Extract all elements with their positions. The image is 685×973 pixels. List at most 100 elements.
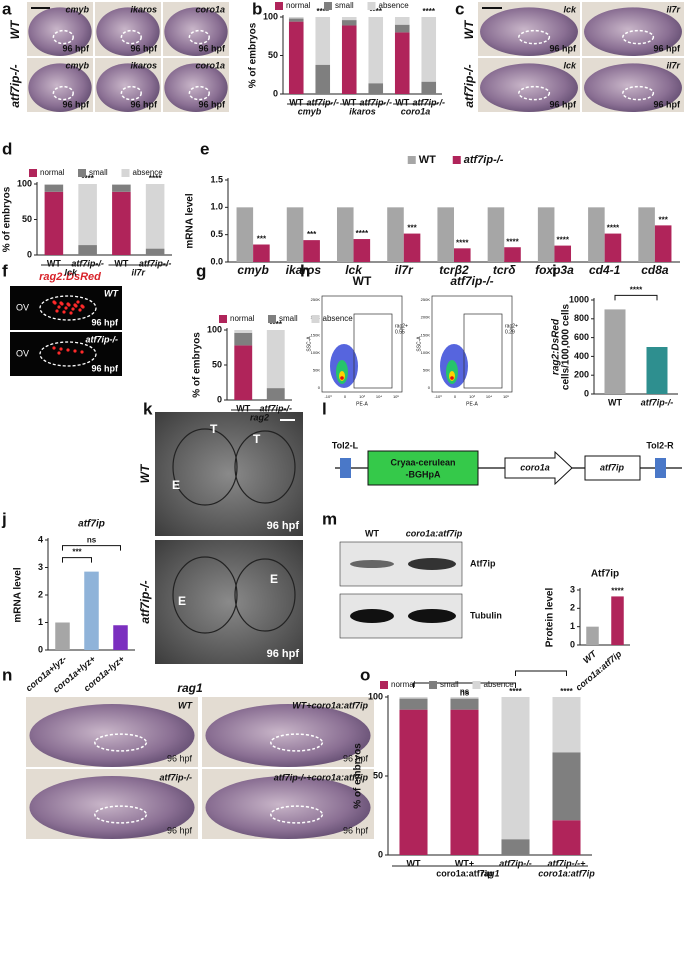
thymus-outline <box>270 805 324 824</box>
legend-label: absence <box>133 168 164 177</box>
y-tick-label: 4 <box>38 534 43 544</box>
x-tick-label: foxp3a <box>535 263 574 277</box>
bar <box>450 698 479 710</box>
thymus-outline <box>270 733 324 752</box>
x-tick-label: tcrβ2 <box>439 263 469 277</box>
significance-label: **** <box>506 237 519 246</box>
x-tick-label: coro1a:atf7ip <box>574 648 624 692</box>
y-tick-label: 0 <box>217 394 222 404</box>
x-tick-label: WT <box>47 258 61 268</box>
bar <box>611 596 624 645</box>
bar <box>112 184 131 185</box>
bar <box>399 709 428 855</box>
y-tick-label: 600 <box>574 332 589 342</box>
bar <box>78 245 97 255</box>
promoter-arrow <box>504 450 573 486</box>
x-tick-label: cmyb <box>237 263 268 277</box>
fluorescent-cell <box>71 307 75 311</box>
significance-label: **** <box>270 320 283 329</box>
condition-label: WT <box>178 700 193 710</box>
bar <box>145 184 165 249</box>
band <box>350 609 394 623</box>
fluorescent-cell <box>80 350 84 354</box>
y-tick-label: 0 <box>378 849 383 859</box>
group-label: ikaros <box>349 106 376 116</box>
gene-label: il7r <box>666 60 680 70</box>
comparison-bracket <box>62 557 92 563</box>
y-tick-label: 0.0 <box>210 256 223 266</box>
axis-label: PE-A <box>466 401 478 407</box>
y-tick-label: 800 <box>574 313 589 323</box>
x-tick-label: WT <box>581 648 599 666</box>
band <box>408 558 456 570</box>
y-tick-label: 100 <box>17 178 32 188</box>
tick-label: 150K <box>421 332 431 337</box>
significance-label: *** <box>659 215 669 224</box>
element-label: Tol2-R <box>646 440 674 450</box>
cell-outline <box>172 428 238 506</box>
x-tick-label: WT <box>608 397 622 407</box>
bar <box>341 20 357 26</box>
bar <box>487 207 505 262</box>
y-tick-label: 0.5 <box>210 229 223 239</box>
region-label: OV <box>16 348 29 358</box>
legend-label: WT <box>419 154 436 166</box>
thymus-outline <box>120 85 142 101</box>
x-tick-label: coro1a:atf7ip <box>436 868 493 878</box>
x-tick-label: lck <box>345 263 363 277</box>
region-label: OV <box>16 302 29 312</box>
y-axis-label: % of embryos <box>2 186 13 252</box>
y-tick-label: 400 <box>574 351 589 361</box>
bar <box>399 698 428 710</box>
significance-label: **** <box>611 587 624 596</box>
bar <box>450 697 479 699</box>
stage-label: 96 hpf <box>267 520 300 532</box>
cell-mark: T <box>253 432 261 446</box>
fluorescent-cell <box>52 346 56 350</box>
significance-label: **** <box>607 224 620 233</box>
y-tick-label: 1 <box>570 621 575 631</box>
legend-label: small <box>279 314 298 323</box>
cell-mark: E <box>172 478 180 492</box>
y-tick-label: 50 <box>268 50 278 60</box>
bar <box>387 207 404 262</box>
y-tick-label: 0 <box>584 388 589 398</box>
thymus-outline <box>52 85 74 101</box>
fluorescent-cell <box>64 306 68 310</box>
tol2-right <box>655 458 666 478</box>
row-label: atf7ip-/- <box>462 64 476 107</box>
fluorescent-cell <box>69 311 73 315</box>
legend-swatch <box>380 681 388 689</box>
row-label: atf7ip-/- <box>8 64 22 107</box>
cell-outline <box>234 558 296 632</box>
bar <box>234 330 253 333</box>
stage-label: 96 hpf <box>62 99 90 109</box>
panel-label: i <box>552 261 557 280</box>
y-tick-label: 1.0 <box>210 202 223 212</box>
significance-label: **** <box>456 238 469 247</box>
stage-label: 96 hpf <box>653 99 681 109</box>
plot-title: WT <box>353 274 372 288</box>
bar <box>145 248 165 255</box>
bar <box>552 820 581 855</box>
stage-label: 96 hpf <box>130 43 158 53</box>
panel-label: j <box>1 509 7 528</box>
plot-title: atf7ip-/- <box>450 274 493 288</box>
x-tick-label: tcrδ <box>493 263 516 277</box>
fluorescent-cell <box>78 308 82 312</box>
panel-label: g <box>196 261 206 280</box>
bar <box>288 18 304 22</box>
legend-swatch <box>219 315 227 323</box>
thymus-outline <box>188 85 210 101</box>
tick-label: 10⁴ <box>376 394 382 399</box>
gate-label: rag2+ <box>505 323 518 329</box>
x-tick-label: atf7ip-/- <box>641 397 674 407</box>
legend-label: normal <box>391 680 416 689</box>
cell-mark: E <box>270 572 278 586</box>
thymus-outline <box>188 29 210 45</box>
band <box>408 609 456 623</box>
tick-label: 50K <box>423 367 430 372</box>
bar <box>504 247 521 262</box>
bar <box>112 184 131 192</box>
